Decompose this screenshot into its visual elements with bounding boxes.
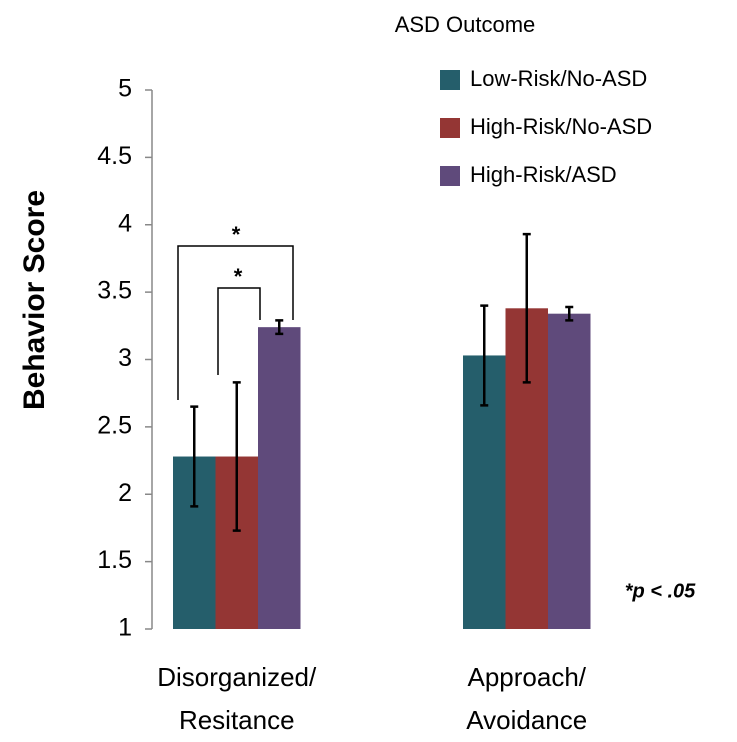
y-tick-label: 2.5 [97,411,132,439]
y-tick-label: 3.5 [97,277,132,305]
legend-label: Low-Risk/No-ASD [470,66,647,91]
significance-bracket [177,245,294,400]
legend-swatch [440,118,460,138]
annotation: *p < .05 [625,580,696,602]
y-tick-label: 1.5 [97,546,132,574]
x-tick-label: Approach/ Avoidance [466,662,588,735]
y-axis-label: Behavior Score [18,190,51,410]
y-tick-label: 2 [118,479,132,507]
bar [548,313,591,629]
legend-label: High-Risk/No-ASD [470,114,652,139]
y-tick-label: 4 [118,209,132,237]
annotation: * [234,264,243,289]
y-tick-label: 4.5 [97,142,132,170]
y-tick-label: 3 [118,344,132,372]
annotation: * [232,222,241,247]
error-bar [480,304,489,407]
legend-swatch [440,166,460,186]
legend-title: ASD Outcome [395,12,536,37]
error-bar [565,305,574,322]
bar [258,327,301,629]
y-tick-label: 1 [118,614,132,642]
error-bar [232,381,241,532]
x-tick-label: Disorganized/ Resitance [157,662,317,735]
legend-label: High-Risk/ASD [470,162,617,187]
y-tick-label: 5 [118,75,132,103]
legend-swatch [440,70,460,90]
error-bar [275,319,284,336]
error-bar [522,232,531,384]
significance-bracket [217,287,261,375]
error-bar [190,405,199,508]
